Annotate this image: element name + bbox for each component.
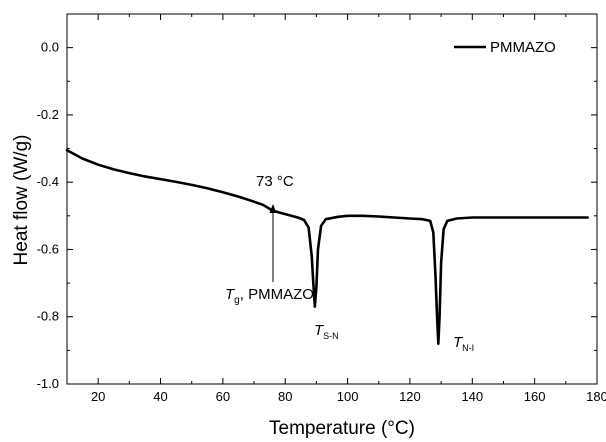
tg-suffix: , PMMAZO <box>240 286 314 303</box>
tg-symbol: T <box>225 286 236 303</box>
tni-subscript: N-I <box>462 343 474 353</box>
tsn-subscript: S-N <box>323 331 339 341</box>
series-line-pmmazo <box>65 148 589 345</box>
y-tick-label: -0.6 <box>37 241 59 256</box>
series-layer <box>65 148 589 345</box>
y-tick-label: 0.0 <box>41 40 59 55</box>
plot-area-border <box>66 13 598 385</box>
tsn-symbol: T <box>314 322 325 339</box>
legend: PMMAZO <box>454 39 556 56</box>
y-axis-title: Heat flow (W/g) <box>11 135 32 266</box>
x-tick-label: 40 <box>153 389 167 404</box>
tni-symbol: T <box>453 334 464 351</box>
x-axis-ticks: 20 40 60 80 100 120 140 160 180 <box>66 14 606 404</box>
x-tick-label: 180 <box>586 389 606 404</box>
y-tick-label: -1.0 <box>37 376 59 391</box>
x-tick-label: 140 <box>461 389 483 404</box>
y-tick-label: -0.4 <box>37 174 59 189</box>
x-axis-title: Temperature (°C) <box>269 418 415 439</box>
x-tick-label: 20 <box>91 389 105 404</box>
tg-subscript: g <box>234 295 240 306</box>
tsn-label: TS-N <box>314 322 339 341</box>
x-tick-label: 60 <box>216 389 230 404</box>
legend-label-pmmazo: PMMAZO <box>490 39 556 56</box>
tg-label: Tg, PMMAZO <box>225 286 314 306</box>
y-tick-label: -0.8 <box>37 309 59 324</box>
tg-arrow-head <box>269 204 277 213</box>
x-tick-label: 160 <box>524 389 546 404</box>
x-tick-label: 100 <box>337 389 359 404</box>
x-tick-label: 80 <box>278 389 292 404</box>
plot-frame <box>66 13 598 385</box>
y-axis-ticks: 0.0 -0.2 -0.4 -0.6 -0.8 -1.0 <box>37 40 597 391</box>
tg-value-label: 73 °C <box>256 173 294 190</box>
x-tick-label: 120 <box>399 389 421 404</box>
y-tick-label: -0.2 <box>37 107 59 122</box>
annotations: 73 °C Tg, PMMAZO TS-N TN-I <box>225 173 474 353</box>
tni-label: TN-I <box>453 334 474 353</box>
